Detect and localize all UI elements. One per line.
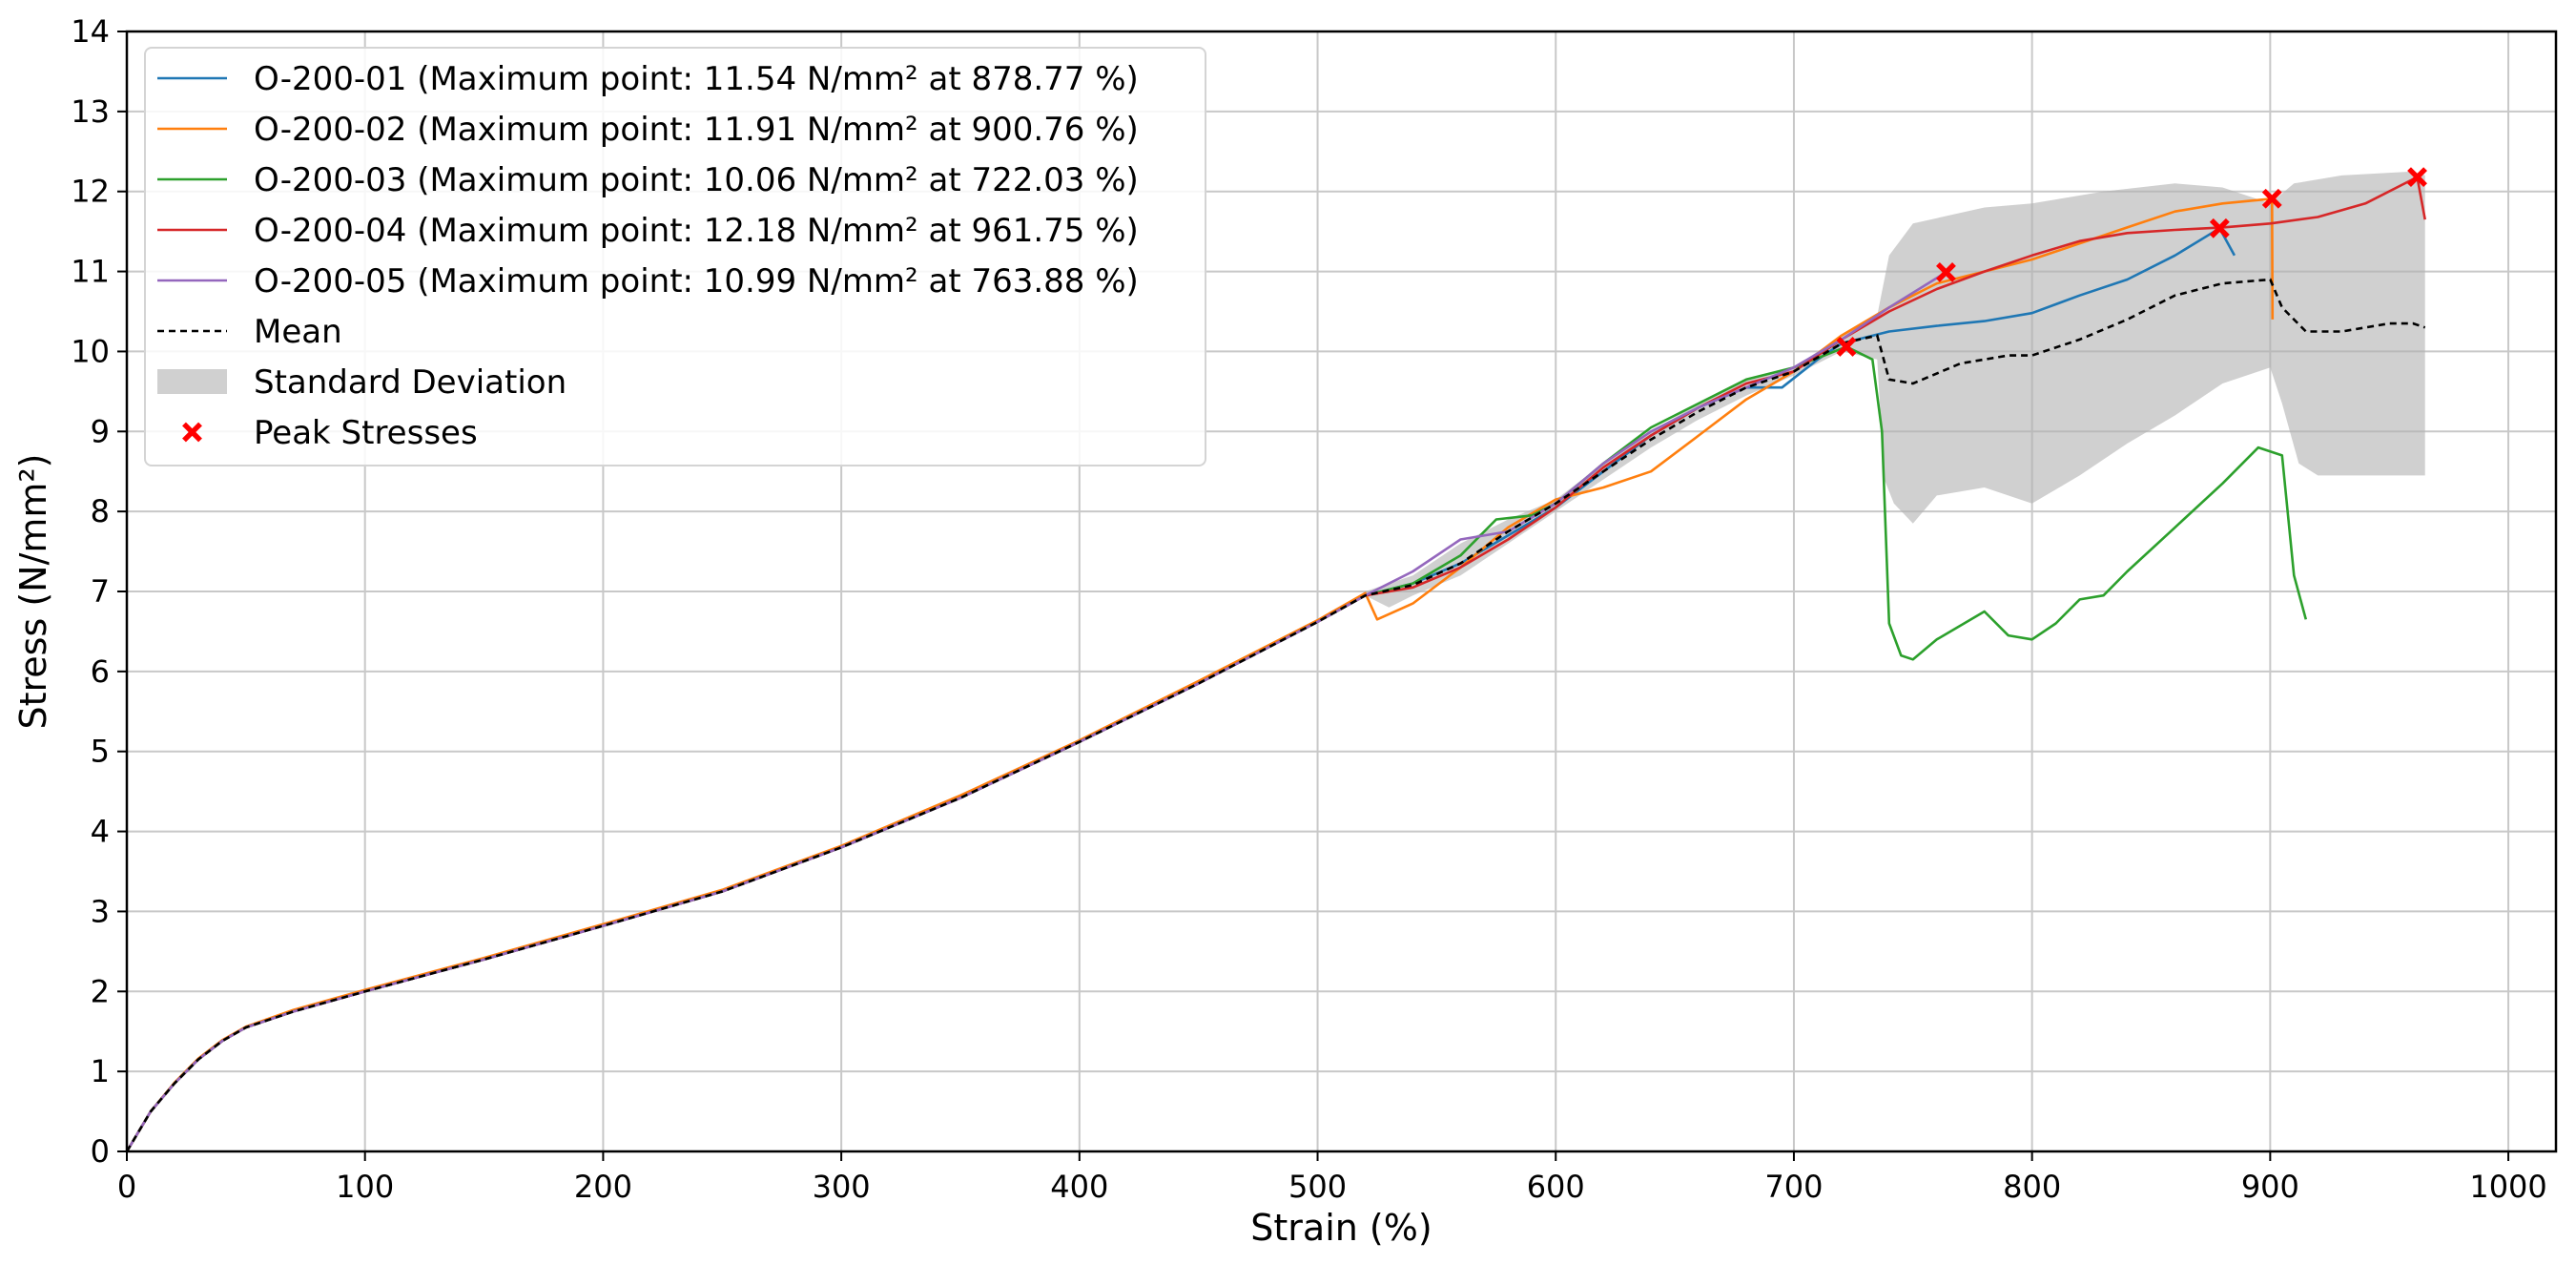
legend-entry-3: O-200-03 (Maximum point: 10.06 N/mm² at … [157, 161, 1139, 199]
std-band-layer [1365, 171, 2425, 608]
y-axis-label: Stress (N/mm²) [12, 453, 54, 729]
x-tick-label: 800 [2003, 1169, 2061, 1205]
y-tick-label: 8 [91, 493, 110, 529]
x-tick-label: 400 [1050, 1169, 1108, 1205]
y-tick-label: 0 [91, 1133, 110, 1170]
x-tick-label: 1000 [2469, 1169, 2546, 1205]
y-tick-label: 11 [71, 254, 110, 290]
x-tick-label: 500 [1288, 1169, 1347, 1205]
tick-layer: 0 100 200 300 400 500 600 700 800 900 100001234567… [71, 13, 2546, 1205]
x-tick-label: 700 [1764, 1169, 1823, 1205]
legend-label: Peak Stresses [254, 414, 478, 452]
x-tick-label: 0 [117, 1169, 136, 1205]
x-tick-label: 900 [2241, 1169, 2299, 1205]
legend-entry-4: O-200-04 (Maximum point: 12.18 N/mm² at … [157, 212, 1139, 250]
legend-entry-peaks: Peak Stresses [182, 414, 478, 452]
x-tick-label: 200 [574, 1169, 632, 1205]
x-tick-label: 300 [813, 1169, 871, 1205]
legend-label: Standard Deviation [254, 363, 567, 402]
y-tick-label: 12 [71, 174, 110, 210]
legend-entry-1: O-200-01 (Maximum point: 11.54 N/mm² at … [157, 60, 1139, 98]
legend-swatch [182, 422, 202, 443]
legend-label: O-200-04 (Maximum point: 12.18 N/mm² at … [254, 212, 1139, 250]
x-tick-label: 100 [336, 1169, 394, 1205]
peak-marker [1836, 336, 1857, 357]
legend-label: O-200-03 (Maximum point: 10.06 N/mm² at … [254, 161, 1139, 199]
x-axis-label: Strain (%) [1250, 1207, 1432, 1249]
y-tick-label: 13 [71, 93, 110, 130]
x-tick-label: 600 [1527, 1169, 1585, 1205]
legend-label: Mean [254, 313, 342, 351]
y-tick-label: 1 [91, 1053, 110, 1089]
series-line-2 [125, 197, 2275, 1152]
y-tick-label: 3 [91, 893, 110, 929]
legend-box [144, 47, 1206, 466]
peak-marker [1936, 261, 1956, 282]
y-tick-label: 4 [91, 814, 110, 850]
legend-label: O-200-05 (Maximum point: 10.99 N/mm² at … [254, 262, 1139, 300]
y-tick-label: 9 [91, 413, 110, 449]
peak-marker [2407, 167, 2427, 188]
legend-entry-2: O-200-02 (Maximum point: 11.91 N/mm² at … [157, 111, 1139, 149]
peak-layer [1836, 167, 2427, 357]
legend-label: O-200-01 (Maximum point: 11.54 N/mm² at … [254, 60, 1139, 98]
y-tick-label: 6 [91, 653, 110, 690]
series-layer [125, 176, 2426, 1152]
legend-entry-std: Standard Deviation [157, 363, 567, 402]
legend-label: O-200-02 (Maximum point: 11.91 N/mm² at … [254, 111, 1139, 149]
y-tick-label: 7 [91, 573, 110, 610]
peak-marker [2209, 218, 2230, 238]
std-deviation-band [1365, 171, 2425, 608]
y-tick-label: 14 [71, 13, 110, 50]
y-tick-label: 2 [91, 973, 110, 1009]
mean-line [125, 278, 2426, 1152]
y-tick-label: 5 [91, 734, 110, 770]
legend-entry-mean: Mean [157, 313, 342, 351]
legend: O-200-01 (Maximum point: 11.54 N/mm² at … [144, 47, 1206, 466]
peak-marker [2261, 188, 2282, 209]
y-tick-label: 10 [71, 333, 110, 369]
legend-entry-5: O-200-05 (Maximum point: 10.99 N/mm² at … [157, 262, 1139, 300]
legend-swatch [157, 369, 227, 394]
